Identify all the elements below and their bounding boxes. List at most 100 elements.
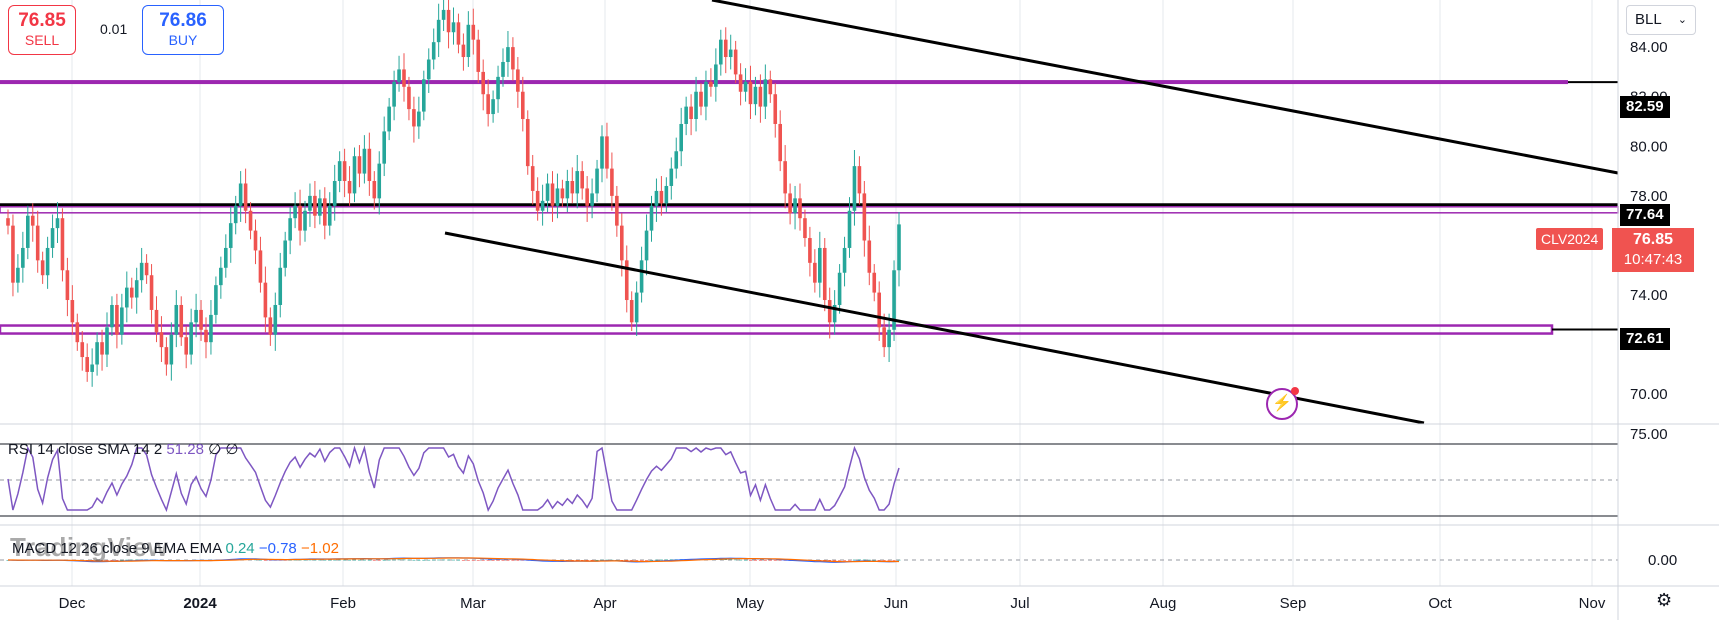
macd-histogram-bar: [125, 559, 129, 561]
current-price-box: 76.85 10:47:43: [1612, 228, 1694, 272]
candle-body: [654, 190, 659, 206]
macd-histogram-bar: [120, 559, 124, 561]
candle-body: [540, 200, 545, 211]
macd-histogram-bar: [115, 560, 119, 561]
candle-body: [733, 49, 738, 75]
macd-histogram-bar: [630, 560, 634, 561]
macd-histogram-bar: [313, 559, 317, 561]
candle-body: [595, 168, 599, 194]
macd-value-1: 0.24: [225, 540, 255, 557]
macd-histogram-bar: [610, 559, 614, 561]
candle-body: [60, 218, 65, 271]
macd-histogram-bar: [95, 560, 99, 561]
candle-body: [837, 272, 842, 305]
candle-body: [397, 69, 401, 82]
candle-body: [263, 282, 268, 318]
candle-body: [323, 198, 327, 226]
candle-body: [179, 304, 184, 338]
buy-button[interactable]: 76.86 BUY: [142, 5, 224, 55]
candle-body: [555, 188, 560, 206]
candle-body: [521, 91, 525, 120]
candle-body: [877, 292, 881, 328]
rsi-legend[interactable]: RSI 14 close SMA 14 2 51.28 ∅ ∅: [8, 440, 238, 458]
candle-body: [377, 163, 382, 199]
macd-histogram-bar: [645, 560, 649, 561]
macd-histogram-bar: [323, 559, 327, 561]
candle-body: [516, 69, 520, 92]
candle-body: [268, 317, 273, 335]
candle-body: [298, 205, 302, 231]
time-axis-label: 2024: [183, 595, 217, 612]
candle-body: [491, 99, 495, 115]
horizontal-levels[interactable]: [0, 80, 1619, 335]
candle-body: [461, 44, 466, 58]
sell-price: 76.85: [18, 10, 66, 31]
candle-body: [154, 309, 159, 333]
chart-settings-icon[interactable]: ⚙: [1656, 590, 1673, 610]
candle-body: [723, 39, 728, 58]
candle-body: [204, 329, 208, 343]
symbol-selector[interactable]: BLL ⌄: [1626, 5, 1696, 35]
candle-body: [115, 304, 119, 335]
candle-body: [169, 334, 174, 365]
macd-histogram-bar: [377, 560, 381, 561]
candle-body: [842, 247, 847, 273]
candle-body: [313, 195, 317, 216]
candle-body: [684, 106, 688, 124]
time-axis-label: Feb: [330, 595, 356, 612]
candle-body: [852, 166, 857, 211]
candle-body: [827, 300, 832, 323]
candle-body: [422, 79, 426, 112]
candle-body: [565, 181, 570, 199]
sell-button[interactable]: 76.85 SELL: [8, 5, 76, 55]
candle-body: [139, 262, 144, 281]
candle-body: [194, 309, 198, 323]
signal-line: [8, 557, 899, 563]
macd-histogram-bar: [432, 559, 436, 561]
price-tick: 74.00: [1630, 287, 1668, 304]
trend-lines[interactable]: [444, 0, 1619, 425]
candle-body: [199, 309, 203, 330]
candle-body: [644, 230, 649, 261]
macd-histogram-bar: [848, 560, 851, 561]
candle-body: [11, 225, 15, 283]
candle-body: [431, 42, 436, 60]
macd-histogram-bar: [486, 560, 490, 561]
candle-body: [709, 81, 713, 87]
macd-histogram-bar: [338, 559, 342, 561]
candle-body: [808, 238, 812, 263]
candle-body: [669, 168, 674, 186]
macd-histogram-bar: [516, 560, 520, 561]
candle-body: [743, 81, 748, 92]
support-zone: [0, 324, 1554, 335]
candle-body: [342, 161, 347, 182]
macd-histogram-bar: [496, 560, 500, 561]
candle-body: [337, 161, 342, 182]
macd-histogram-bar: [135, 559, 139, 561]
candle-body: [471, 24, 476, 40]
candle-body: [545, 183, 550, 201]
macd-histogram-bar: [763, 560, 767, 561]
candle-body: [40, 260, 45, 276]
current-price: 76.85: [1632, 231, 1674, 248]
macd-histogram-bar: [447, 559, 451, 561]
macd-histogram-bar: [575, 560, 579, 561]
macd-histogram-bar: [263, 560, 267, 561]
macd-histogram-bar: [887, 560, 891, 561]
macd-histogram-bar: [882, 560, 886, 561]
macd-histogram-bar: [318, 559, 322, 561]
candle-body: [496, 76, 500, 100]
macd-histogram-bar: [110, 560, 114, 561]
macd-histogram-bar: [422, 559, 426, 561]
lightning-icon[interactable]: ⚡: [1266, 387, 1299, 420]
macd-histogram-bar: [590, 560, 594, 561]
candle-body: [580, 171, 584, 189]
grid-lines: [71, 0, 1593, 586]
candle-body: [862, 193, 867, 241]
macd-histogram-bar: [452, 559, 455, 561]
candle-body: [506, 47, 510, 62]
macd-legend[interactable]: MACD 12 26 close 9 EMA EMA 0.24 −0.78 −1…: [12, 540, 339, 557]
candle-body: [228, 223, 233, 248]
macd-histogram-bar: [328, 559, 332, 561]
macd-histogram-bar: [402, 559, 406, 561]
